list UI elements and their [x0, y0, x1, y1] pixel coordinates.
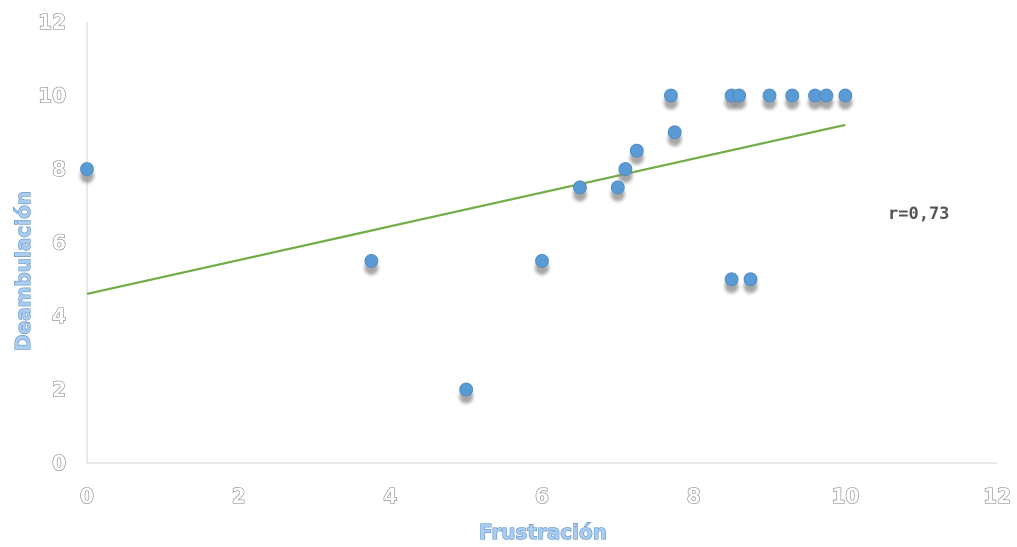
data-point [664, 88, 678, 103]
y-tick-label: 6 [52, 231, 66, 255]
data-point [732, 88, 747, 103]
data-point [364, 253, 379, 268]
data-point [459, 382, 474, 397]
x-tick-label: 2 [232, 484, 246, 508]
tick-labels: 0 2 4 6 8 10 12 0 2 4 6 8 10 12 [38, 9, 1012, 508]
data-point [573, 180, 587, 195]
y-tick-label: 12 [38, 10, 66, 34]
point-shadows [80, 95, 853, 404]
y-axis-title: Deambulación [11, 191, 35, 351]
x-tick-label: 0 [80, 484, 94, 508]
data-point [819, 88, 834, 103]
y-tick-label: 4 [52, 304, 66, 328]
data-point [618, 162, 633, 176]
y-tick-label: 10 [38, 84, 66, 108]
trendline [86, 123, 846, 296]
y-tick-label: 2 [52, 378, 66, 402]
data-point [762, 88, 777, 103]
y-tick-label: 0 [52, 451, 66, 475]
axes [86, 22, 997, 464]
x-axis-title: Frustración [479, 520, 607, 544]
data-point [743, 272, 758, 287]
x-tick-label: 6 [535, 484, 549, 508]
correlation-annotation: r=0,73 [888, 204, 949, 224]
data-point [610, 180, 625, 195]
x-tick-label: 4 [383, 484, 397, 508]
trendline-group [86, 123, 846, 296]
data-point [785, 88, 800, 103]
data-point [629, 143, 644, 158]
points-group [80, 88, 853, 397]
x-tick-label: 10 [831, 484, 859, 508]
data-point [535, 253, 549, 268]
x-tick-label: 8 [687, 484, 701, 508]
data-point [80, 162, 94, 176]
data-point [838, 88, 853, 103]
data-point [724, 272, 739, 287]
y-tick-label: 8 [52, 157, 66, 181]
data-point [667, 125, 682, 140]
x-tick-label: 12 [983, 484, 1011, 508]
